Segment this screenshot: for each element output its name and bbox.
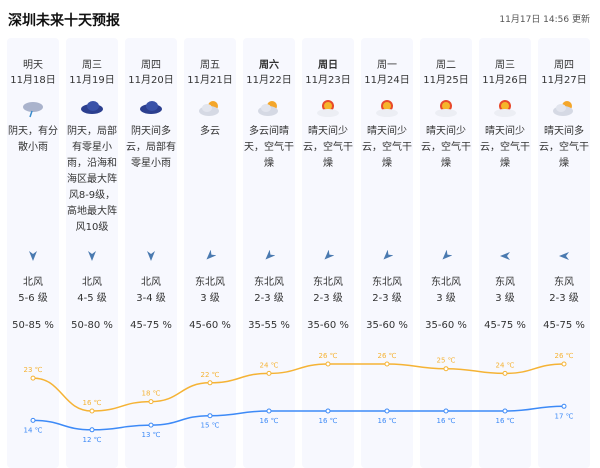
date: 11月18日 bbox=[10, 75, 56, 86]
weather-description: 晴天间少云，空气干燥 bbox=[303, 126, 353, 169]
humidity: 45-75 % bbox=[484, 320, 526, 331]
weekday: 周二 bbox=[436, 60, 456, 71]
wind-direction: 北风 bbox=[23, 277, 43, 288]
sunny-cloud-icon bbox=[376, 100, 398, 117]
sunny-cloud-icon bbox=[317, 100, 339, 117]
date: 11月23日 bbox=[305, 75, 351, 86]
wind-direction-icon bbox=[442, 250, 452, 260]
wind-direction-icon bbox=[147, 251, 155, 261]
overcast-icon bbox=[140, 101, 162, 114]
humidity: 50-85 % bbox=[12, 320, 54, 331]
wind-direction: 东风 bbox=[554, 277, 574, 288]
humidity: 35-55 % bbox=[248, 320, 290, 331]
wind-direction-icon bbox=[559, 252, 569, 260]
date: 11月22日 bbox=[246, 75, 292, 86]
weather-description: 阴天，局部有零星小雨，沿海和海区最大阵风8-9级，高地最大阵风10级 bbox=[67, 126, 117, 233]
weather-description: 阴天间多云，局部有零星小雨 bbox=[126, 126, 176, 169]
wind-direction: 东北风 bbox=[254, 277, 284, 288]
wind-direction-icon bbox=[29, 251, 37, 261]
humidity: 45-75 % bbox=[543, 320, 585, 331]
partly-cloudy-icon bbox=[258, 101, 278, 116]
weather-description: 晴天间少云，空气干燥 bbox=[480, 126, 530, 169]
wind-level: 3-4 级 bbox=[136, 293, 166, 304]
partly-cloudy-icon bbox=[553, 101, 573, 116]
weekday: 明天 bbox=[23, 60, 43, 71]
forecast-day-column: 周三 11月26日 晴天间少云，空气干燥 东风 3 级 45-75 % bbox=[479, 38, 531, 468]
weather-description: 晴天间多云，空气干燥 bbox=[539, 126, 589, 169]
wind-level: 2-3 级 bbox=[254, 293, 284, 304]
wind-direction-icon bbox=[206, 250, 216, 260]
wind-level: 3 级 bbox=[436, 293, 456, 304]
wind-direction: 东北风 bbox=[431, 277, 461, 288]
weekday: 周六 bbox=[259, 60, 279, 71]
page-title: 深圳未来十天预报 bbox=[8, 13, 120, 29]
weekday: 周三 bbox=[82, 60, 102, 71]
wind-level: 2-3 级 bbox=[372, 293, 402, 304]
sunny-cloud-icon bbox=[494, 100, 516, 117]
humidity: 45-75 % bbox=[130, 320, 172, 331]
weather-description: 多云间晴天，空气干燥 bbox=[244, 126, 294, 169]
forecast-day-column: 周二 11月25日 晴天间少云，空气干燥 东北风 3 级 35-60 % bbox=[420, 38, 472, 468]
forecast-day-column: 周日 11月23日 晴天间少云，空气干燥 东北风 2-3 级 35-60 % bbox=[302, 38, 354, 468]
date: 11月21日 bbox=[187, 75, 233, 86]
humidity: 35-60 % bbox=[307, 320, 349, 331]
weather-description: 晴天间少云，空气干燥 bbox=[362, 126, 412, 169]
humidity: 35-60 % bbox=[425, 320, 467, 331]
weather-description: 阴天，有分散小雨 bbox=[8, 126, 58, 153]
date: 11月26日 bbox=[482, 75, 528, 86]
weekday: 周三 bbox=[495, 60, 515, 71]
weekday: 周一 bbox=[377, 60, 397, 71]
wind-level: 5-6 级 bbox=[18, 293, 48, 304]
update-time: 11月17日 14:56 更新 bbox=[499, 15, 590, 25]
date: 11月24日 bbox=[364, 75, 410, 86]
wind-level: 3 级 bbox=[200, 293, 220, 304]
weekday: 周四 bbox=[141, 60, 161, 71]
overcast-icon bbox=[81, 101, 103, 114]
wind-level: 2-3 级 bbox=[313, 293, 343, 304]
forecast-day-column: 明天 11月18日 阴天，有分散小雨 北风 5-6 级 50-85 % bbox=[7, 38, 59, 468]
date: 11月20日 bbox=[128, 75, 174, 86]
weekday: 周日 bbox=[318, 60, 338, 71]
humidity: 50-80 % bbox=[71, 320, 113, 331]
wind-level: 3 级 bbox=[495, 293, 515, 304]
wind-direction: 北风 bbox=[82, 277, 102, 288]
weather-description: 多云 bbox=[200, 126, 220, 137]
forecast-day-column: 周四 11月27日 晴天间多云，空气干燥 东风 2-3 级 45-75 % bbox=[538, 38, 590, 468]
forecast-day-column: 周一 11月24日 晴天间少云，空气干燥 东北风 2-3 级 35-60 % bbox=[361, 38, 413, 468]
wind-direction: 东北风 bbox=[313, 277, 343, 288]
wind-direction-icon bbox=[383, 250, 393, 260]
weekday: 周四 bbox=[554, 60, 574, 71]
humidity: 45-60 % bbox=[189, 320, 231, 331]
date: 11月19日 bbox=[69, 75, 115, 86]
humidity: 35-60 % bbox=[366, 320, 408, 331]
wind-direction-icon bbox=[88, 251, 96, 261]
wind-direction: 东风 bbox=[495, 277, 515, 288]
wind-direction: 东北风 bbox=[372, 277, 402, 288]
forecast-day-column: 周六 11月22日 多云间晴天，空气干燥 东北风 2-3 级 35-55 % bbox=[243, 38, 295, 468]
wind-level: 4-5 级 bbox=[77, 293, 107, 304]
sunny-cloud-icon bbox=[435, 100, 457, 117]
wind-direction: 北风 bbox=[141, 277, 161, 288]
date: 11月27日 bbox=[541, 75, 587, 86]
date: 11月25日 bbox=[423, 75, 469, 86]
wind-level: 2-3 级 bbox=[549, 293, 579, 304]
forecast-day-column: 周四 11月20日 阴天间多云，局部有零星小雨 北风 3-4 级 45-75 % bbox=[125, 38, 177, 468]
weekday: 周五 bbox=[200, 60, 220, 71]
overcast-rain-icon bbox=[23, 102, 43, 118]
wind-direction: 东北风 bbox=[195, 277, 225, 288]
partly-cloudy-icon bbox=[199, 101, 219, 116]
wind-direction-icon bbox=[500, 252, 510, 260]
wind-direction-icon bbox=[265, 250, 275, 260]
weather-description: 晴天间少云，空气干燥 bbox=[421, 126, 471, 169]
wind-direction-icon bbox=[324, 250, 334, 260]
forecast-day-column: 周五 11月21日 多云 东北风 3 级 45-60 % bbox=[184, 38, 236, 468]
forecast-day-column: 周三 11月19日 阴天，局部有零星小雨，沿海和海区最大阵风8-9级，高地最大阵… bbox=[66, 38, 118, 468]
